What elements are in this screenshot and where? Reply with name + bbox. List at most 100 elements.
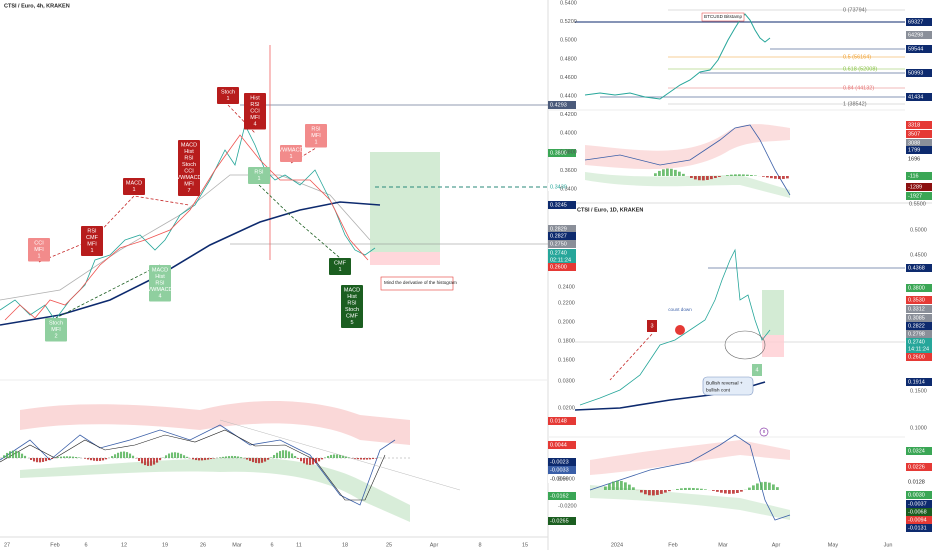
price-tag-text: 0.0148 bbox=[550, 418, 567, 424]
histogram-bar bbox=[285, 450, 288, 458]
histogram-bar bbox=[57, 457, 60, 458]
histogram-bar bbox=[141, 458, 144, 464]
lower-band bbox=[20, 457, 410, 522]
histogram-bar bbox=[696, 488, 699, 490]
signal-label-text: CCI bbox=[250, 108, 260, 114]
histogram-bar bbox=[658, 170, 661, 176]
histogram-bar bbox=[228, 456, 231, 458]
x-tick-label: Mar bbox=[232, 542, 242, 548]
histogram-bar bbox=[692, 487, 695, 490]
price-path bbox=[579, 248, 771, 406]
histogram-bar bbox=[114, 454, 117, 458]
price-tag bbox=[548, 492, 576, 500]
x-tick-label: Feb bbox=[50, 542, 59, 548]
btc-chart bbox=[575, 9, 905, 198]
price-tag bbox=[906, 463, 932, 471]
signal-label-text: Hist bbox=[250, 95, 260, 101]
price-tag bbox=[906, 172, 932, 180]
signal-label-text: CMF bbox=[86, 235, 99, 241]
price-tag-text: 0.0324 bbox=[908, 448, 925, 454]
price-tag bbox=[906, 155, 932, 163]
chart-title: CTSI / Euro, 1D, KRAKEN bbox=[577, 207, 643, 213]
histogram-bar bbox=[150, 458, 153, 466]
price-tag bbox=[906, 330, 932, 338]
histogram-bar bbox=[738, 174, 741, 176]
price-tag bbox=[548, 249, 576, 257]
price-tag-text: 0.3530 bbox=[908, 297, 925, 303]
signal-label-box bbox=[28, 238, 50, 262]
price-tag bbox=[548, 101, 576, 109]
count-label: count down bbox=[668, 307, 692, 312]
price-tag-text: -0.0037 bbox=[908, 501, 927, 507]
histogram-bar bbox=[87, 458, 90, 460]
histogram-bar bbox=[282, 450, 285, 458]
histogram-bar bbox=[724, 490, 727, 494]
moving-average bbox=[0, 201, 381, 326]
price-tag bbox=[906, 353, 932, 361]
histogram-bar bbox=[249, 458, 252, 461]
y-tick-label: 0.5200 bbox=[560, 19, 577, 25]
x-tick-label: 11 bbox=[296, 542, 302, 548]
histogram-bar bbox=[712, 490, 715, 491]
trend-line bbox=[219, 419, 461, 491]
price-tag bbox=[548, 225, 576, 233]
histogram-bar bbox=[670, 168, 673, 176]
left-chart bbox=[0, 45, 548, 522]
histogram-bar bbox=[716, 490, 719, 492]
upper-band bbox=[585, 124, 790, 170]
price-tag bbox=[906, 121, 932, 129]
histogram-bar bbox=[694, 176, 697, 180]
signal-label-text: MACD bbox=[126, 180, 142, 186]
price-tag bbox=[906, 338, 932, 346]
marker-circle bbox=[759, 427, 769, 437]
signal-label-text: 1 bbox=[132, 187, 135, 193]
signal-label-box bbox=[329, 258, 351, 275]
histogram-bar bbox=[156, 458, 159, 463]
signal-label-box bbox=[178, 140, 200, 196]
y-tick-label: 0.4200 bbox=[560, 112, 577, 118]
histogram-bar bbox=[770, 176, 773, 179]
fib-label: 1 (38542) bbox=[843, 101, 867, 107]
histogram-bar bbox=[732, 490, 735, 494]
histogram-bar bbox=[372, 458, 375, 460]
price-tag bbox=[906, 31, 932, 39]
histogram-bar bbox=[700, 488, 703, 490]
price-tag bbox=[906, 508, 932, 516]
histogram-bar bbox=[620, 480, 623, 490]
y-tick-label: 0.4600 bbox=[560, 75, 577, 81]
histogram-bar bbox=[680, 488, 683, 490]
y-tick-label: 0.1800 bbox=[558, 338, 575, 344]
price-tag-text: 0.3245 bbox=[550, 202, 567, 208]
price-tag bbox=[906, 284, 932, 292]
histogram-bar bbox=[720, 490, 723, 493]
histogram-bar bbox=[734, 174, 737, 176]
price-tag bbox=[548, 183, 576, 191]
histogram-bar bbox=[111, 456, 114, 458]
histogram-bar bbox=[690, 176, 693, 178]
long-stop-zone bbox=[370, 252, 440, 265]
histogram-bar bbox=[18, 451, 21, 458]
histogram-bar bbox=[123, 451, 126, 458]
price-tag-text: 1696 bbox=[908, 156, 920, 162]
upper-band bbox=[20, 400, 410, 445]
histogram-bar bbox=[75, 456, 78, 458]
histogram-bar bbox=[33, 458, 36, 462]
x-tick-label: 6 bbox=[84, 542, 87, 548]
signal-label-text: MACD bbox=[344, 287, 360, 293]
x-tick-label: 8 bbox=[478, 542, 481, 548]
histogram-bar bbox=[354, 458, 357, 459]
price-tag bbox=[906, 516, 932, 524]
signal-label-text: RSI bbox=[87, 228, 97, 234]
price-tag-text: -0.0131 bbox=[908, 525, 927, 531]
histogram-bar bbox=[69, 456, 72, 458]
signal-label-text: RSI bbox=[155, 280, 165, 286]
x-tick-label: 12 bbox=[121, 542, 127, 548]
price-tag bbox=[548, 263, 576, 271]
price-tag-text: 0.3312 bbox=[908, 306, 925, 312]
x-tick-label: Apr bbox=[430, 542, 439, 548]
y-tick-label: 0.4000 bbox=[560, 131, 577, 137]
price-tag bbox=[548, 466, 576, 474]
histogram-bar bbox=[718, 176, 721, 177]
x-tick-label: Feb bbox=[668, 542, 677, 548]
